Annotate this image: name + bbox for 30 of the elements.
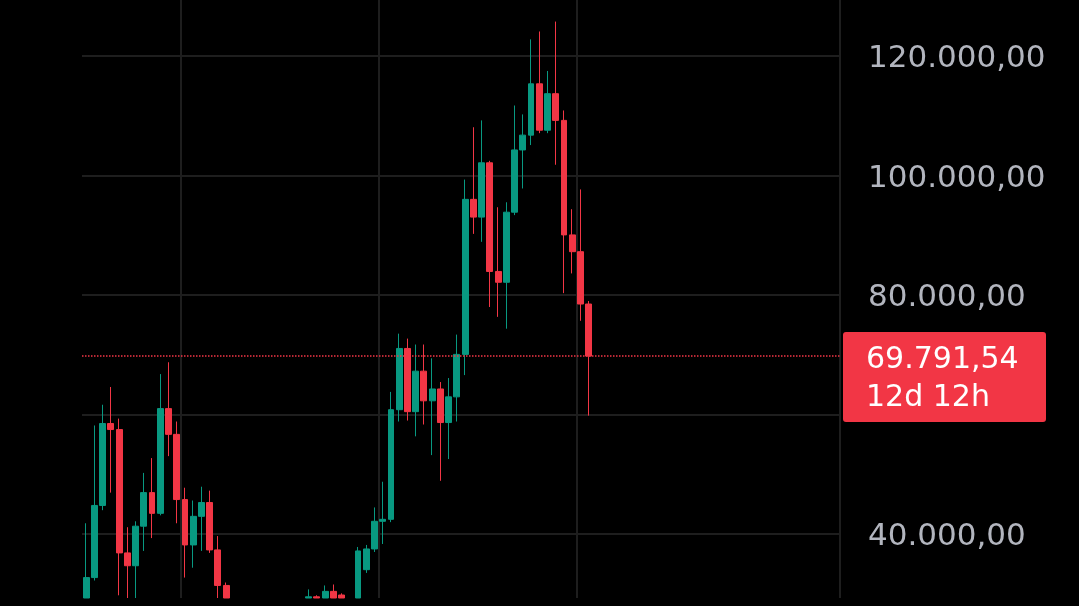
y-tick-label: 80.000,00 xyxy=(868,277,1026,314)
candlestick xyxy=(528,38,534,146)
candlestick xyxy=(396,333,403,423)
candlestick xyxy=(536,30,543,134)
candlestick xyxy=(544,70,551,134)
candlestick xyxy=(322,584,329,599)
candlestick xyxy=(107,386,114,494)
candlestick xyxy=(157,373,164,516)
candlestick xyxy=(462,179,469,376)
candlestick xyxy=(313,594,320,599)
candlestick xyxy=(388,391,394,523)
candlestick xyxy=(223,582,230,599)
candlestick xyxy=(470,126,477,235)
candlestick xyxy=(552,21,559,166)
candlestick xyxy=(495,206,502,318)
candlestick xyxy=(429,357,436,456)
candlestick xyxy=(437,381,444,482)
candlestick xyxy=(182,487,188,579)
candlestick xyxy=(561,109,567,294)
y-tick-label: 100.000,00 xyxy=(868,157,1046,194)
y-tick-label: 120.000,00 xyxy=(868,38,1046,75)
candlestick xyxy=(355,546,361,599)
candlestick xyxy=(478,119,485,243)
candlestick xyxy=(412,344,419,437)
text: 12d 12h xyxy=(866,377,990,413)
candlestick xyxy=(149,457,155,539)
ref-line-label: 69.791,54 xyxy=(866,339,1019,375)
y-tick-label: 40.000,00 xyxy=(868,516,1026,553)
candlestick xyxy=(486,160,493,308)
candlestick xyxy=(305,588,312,599)
